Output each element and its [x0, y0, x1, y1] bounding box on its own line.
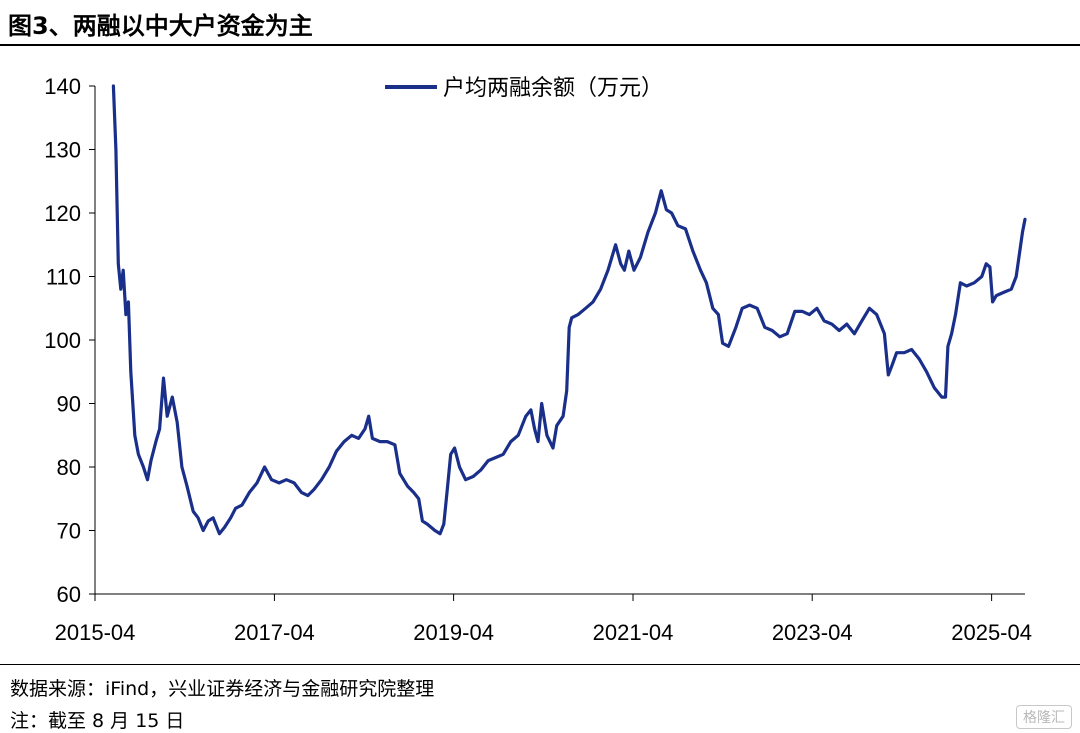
y-tick-label: 100 — [44, 328, 81, 353]
x-axis: 2015-04 2017-04 2019-04 2021-04 2023-04 2025-… — [55, 593, 1032, 645]
y-tick-label: 120 — [44, 201, 81, 226]
page-title: 图3、两融以中大户资金为主 — [8, 12, 313, 40]
legend: 户均两融余额（万元） — [385, 76, 663, 101]
x-tick-label: 2023-04 — [772, 620, 853, 645]
y-tick-label: 130 — [44, 138, 81, 163]
y-tick-label: 80 — [57, 455, 81, 480]
y-tick-label: 140 — [44, 74, 81, 99]
x-tick-label: 2025-04 — [951, 620, 1032, 645]
y-tick-label: 90 — [57, 392, 81, 417]
y-tick-label: 110 — [46, 265, 81, 290]
footer-divider — [0, 664, 1080, 665]
y-tick-label: 60 — [57, 582, 81, 607]
title-divider — [0, 44, 1080, 46]
series-line — [111, 84, 1027, 536]
x-tick-label: 2021-04 — [593, 620, 674, 645]
source-note: 数据来源：iFind，兴业证券经济与金融研究院整理 — [10, 678, 435, 700]
watermark-logo: 格隆汇 — [1016, 705, 1072, 729]
legend-label: 户均两融余额（万元） — [443, 76, 663, 101]
date-note: 注：截至 8 月 15 日 — [10, 710, 185, 732]
series-layer — [111, 84, 1027, 536]
x-tick-label: 2019-04 — [413, 620, 494, 645]
x-tick-label: 2017-04 — [234, 620, 315, 645]
y-axis: 60 70 80 90 100 110 120 130 140 — [44, 74, 96, 607]
y-tick-label: 70 — [57, 519, 81, 544]
x-tick-label: 2015-04 — [55, 620, 136, 645]
